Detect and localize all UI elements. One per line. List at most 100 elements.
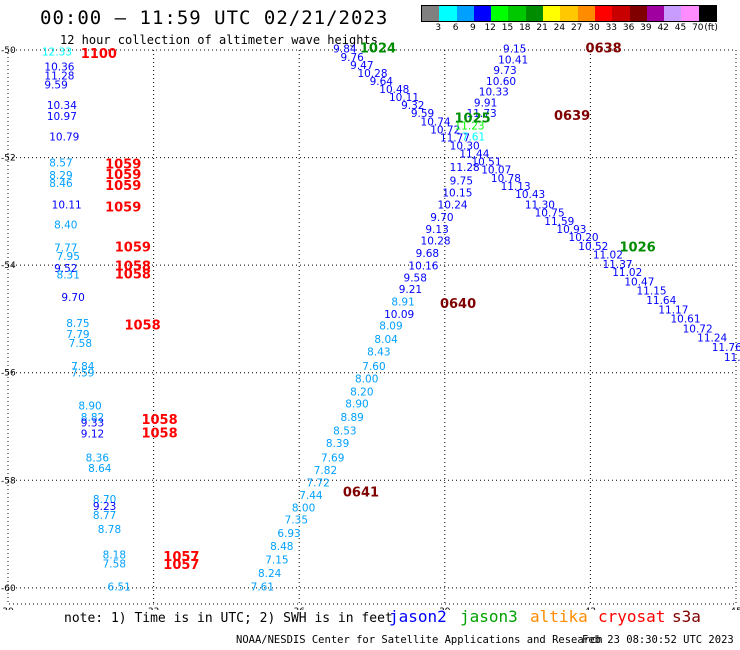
wave-height-label: 11.73 [467, 108, 497, 120]
wave-height-label: 7.61 [251, 582, 274, 594]
wave-height-label: 10.33 [479, 87, 509, 99]
legend-tick-label: 70 [692, 23, 704, 33]
wave-height-label: 11.64 [646, 295, 676, 307]
wave-height-label: 7.44 [299, 490, 323, 502]
wave-height-label: 11.77 [440, 132, 470, 144]
wave-height-label: 8.64 [88, 463, 112, 475]
legend-tick-label: 24 [553, 23, 566, 33]
wave-height-label: 8.57 [49, 158, 72, 170]
wave-height-label: 10.72 [430, 124, 460, 136]
wave-height-label: 11.15 [637, 286, 667, 298]
lat-tick-label: -50 [1, 46, 16, 56]
wave-height-label: 9.59 [44, 80, 67, 92]
lon-tick-label: 33 [148, 607, 159, 610]
legend-swatch [473, 6, 492, 21]
wave-height-label: 10.28 [357, 68, 387, 80]
legend-swatch [698, 6, 717, 21]
legend-tick-label: 45 [674, 23, 687, 33]
wave-height-label: 8.78 [98, 524, 121, 536]
wave-height-label: 9.64 [370, 76, 394, 88]
legend-swatches [421, 5, 718, 22]
lat-tick-label: -60 [1, 584, 16, 594]
wave-height-label: 7.61 [462, 131, 485, 143]
pass-time-label: 1058 [124, 319, 160, 334]
wave-height-label: 11.30 [525, 200, 555, 212]
pass-time-label: 1058 [141, 426, 177, 441]
legend-swatch [508, 6, 526, 21]
legend-swatch [525, 6, 544, 21]
pass-time-label: 1059 [105, 179, 141, 194]
legend-swatch [422, 6, 440, 21]
lon-tick-label: 30 [2, 607, 14, 610]
map-subtitle: 12 hour collection of altimeter wave hei… [60, 33, 378, 47]
wave-height-label: 10.41 [498, 54, 528, 66]
wave-height-label: 8.36 [86, 452, 110, 464]
pass-time-label: 1059 [105, 168, 141, 183]
wave-height-label: 9.84 [333, 44, 357, 56]
wave-height-label: 9.76 [340, 52, 364, 64]
wave-height-label: 8.40 [54, 220, 77, 232]
wave-height-label: 7.95 [57, 251, 80, 263]
map-frame [7, 49, 737, 605]
pass-time-label: 1025 [455, 112, 491, 127]
wave-height-label: 10.74 [421, 116, 451, 128]
wave-height-label: 9.91 [474, 97, 497, 109]
wave-height-label: 10.60 [486, 76, 516, 88]
wave-height-label: 10.48 [379, 84, 409, 96]
wave-height-label: 8.09 [379, 321, 402, 333]
wave-height-label: 8.18 [103, 549, 126, 561]
lat-tick-label: -52 [1, 154, 16, 164]
pass-time-label: 0641 [343, 485, 379, 500]
wave-height-label: 9.70 [430, 212, 453, 224]
pass-time-label: 1058 [115, 260, 151, 275]
legend-tick-label: 18 [519, 23, 531, 33]
legend-swatch [594, 6, 613, 21]
legend-unit: (ft) [704, 23, 718, 33]
wave-height-label: 10.30 [450, 141, 480, 153]
wave-height-label: 10.24 [438, 200, 468, 212]
wave-height-label: 6.51 [107, 582, 130, 594]
wave-height-label: 11.24 [697, 333, 727, 345]
legend-tick-label: 30 [588, 23, 600, 33]
wave-height-label: 7.77 [54, 243, 77, 255]
wave-height-label: 8.24 [258, 568, 282, 580]
legend-swatch [646, 6, 665, 21]
wave-height-label: 10.20 [569, 232, 599, 244]
wave-height-label: 11.37 [603, 259, 633, 271]
pass-time-label: 1059 [105, 157, 141, 172]
wave-height-label: 8.90 [345, 399, 368, 411]
wave-height-label: 11.02 [612, 267, 642, 279]
pass-time-label: 0638 [586, 42, 622, 57]
legend-swatch [491, 6, 509, 21]
wave-height-label: 12.33 [42, 46, 72, 58]
lon-tick-label: 42 [585, 607, 596, 610]
wave-height-label: 7.82 [314, 465, 337, 477]
wave-height-label: 11.44 [459, 149, 489, 161]
wave-height-label: 7.58 [103, 558, 126, 570]
wave-height-label: 8.31 [57, 270, 80, 282]
wave-height-label: 6.93 [277, 528, 300, 540]
wave-height-label: 11.5 [724, 352, 740, 364]
wave-height-label: 9.75 [450, 175, 473, 187]
wave-height-label: 11.28 [44, 71, 74, 83]
wave-height-label: 8.48 [270, 541, 293, 553]
wave-height-label: 9.21 [399, 284, 422, 296]
wave-height-label: 10.36 [44, 61, 74, 73]
wave-height-label: 7.59 [71, 367, 94, 379]
satellite-s3a: s3a [672, 607, 701, 626]
wave-height-label: 9.23 [93, 501, 116, 513]
legend-tick-label: 39 [640, 23, 652, 33]
wave-height-label: 11.17 [658, 305, 688, 317]
wave-height-label: 8.04 [374, 334, 398, 346]
legend-swatch [612, 6, 630, 21]
wave-height-label: 10.11 [52, 200, 82, 212]
legend-tick-label: 36 [622, 23, 635, 33]
wave-height-label: 9.47 [350, 60, 373, 72]
wave-height-label: 10.75 [535, 208, 565, 220]
pass-time-label: 1058 [141, 413, 177, 428]
wave-height-label: 8.00 [292, 502, 315, 514]
wave-height-label: 10.61 [670, 314, 700, 326]
pass-time-label: 1057 [163, 558, 199, 573]
wave-height-label: 10.51 [471, 157, 501, 169]
wave-height-label: 9.33 [81, 418, 104, 430]
